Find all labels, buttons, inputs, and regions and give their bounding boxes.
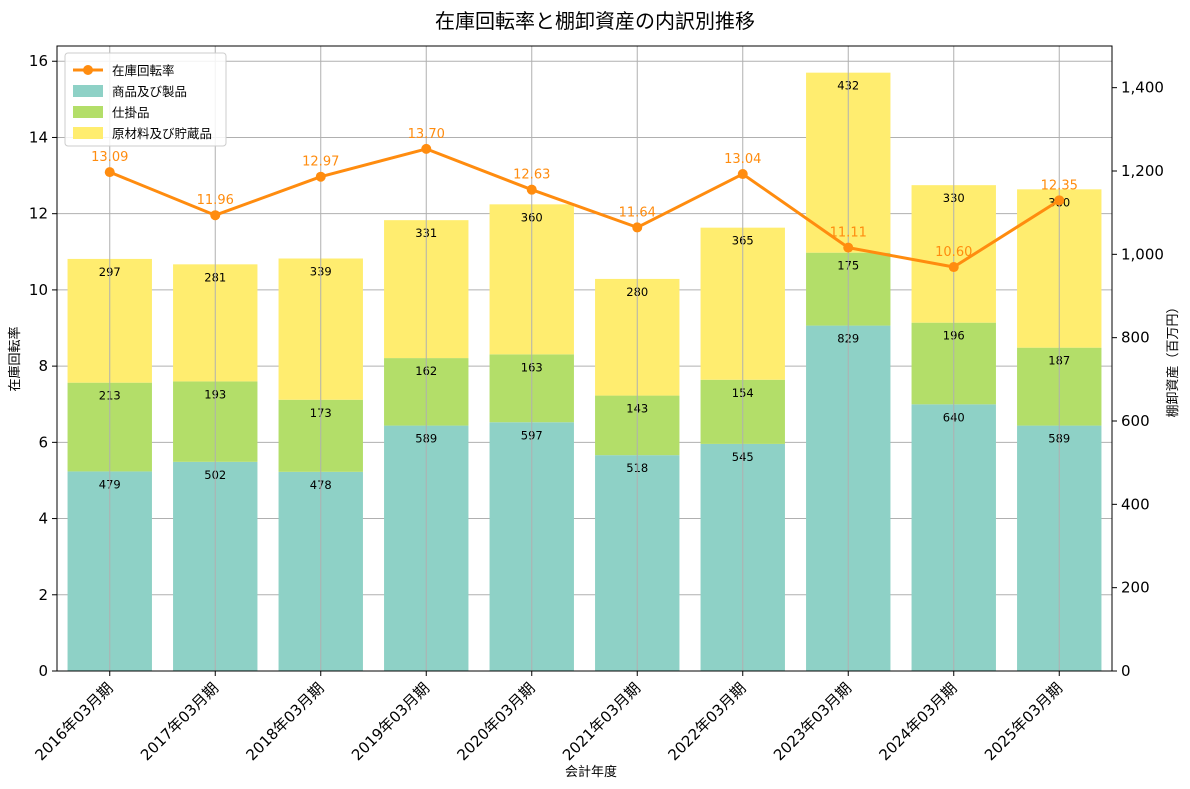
left-tick-label: 6 xyxy=(38,433,48,451)
turnover-line xyxy=(109,147,1061,269)
right-tick-label: 600 xyxy=(1121,412,1150,430)
turnover-point xyxy=(210,210,221,221)
turnover-value-label: 12.63 xyxy=(513,168,550,183)
x-tick-label: 2017年03月期 xyxy=(137,679,222,764)
legend-label: 原材料及び貯蔵品 xyxy=(112,126,212,141)
turnover-point xyxy=(104,167,115,178)
turnover-value-label: 11.11 xyxy=(830,226,867,241)
turnover-value-label: 13.04 xyxy=(724,152,761,167)
x-tick-label: 2019年03月期 xyxy=(348,679,433,764)
right-tick-label: 1,000 xyxy=(1121,245,1164,263)
turnover-value-label: 12.97 xyxy=(302,155,339,170)
turnover-point xyxy=(737,169,748,180)
legend-swatch xyxy=(73,106,103,118)
left-tick-label: 4 xyxy=(38,510,48,528)
left-tick-label: 2 xyxy=(38,586,48,604)
turnover-point xyxy=(1054,195,1065,206)
x-axis-title: 会計年度 xyxy=(565,764,617,780)
legend-box xyxy=(64,52,227,147)
x-tick-label: 2024年03月期 xyxy=(876,679,961,764)
left-tick-label: 10 xyxy=(29,281,48,299)
x-tick-label: 2020年03月期 xyxy=(454,679,539,764)
chart-title: 在庫回転率と棚卸資産の内訳別推移 xyxy=(435,9,755,33)
left-tick-label: 12 xyxy=(29,205,48,223)
legend-swatch xyxy=(73,127,103,139)
left-tick-label: 14 xyxy=(29,128,48,146)
left-y-axis-title: 在庫回転率 xyxy=(7,326,23,391)
right-tick-label: 400 xyxy=(1121,495,1150,513)
turnover-point xyxy=(632,222,643,233)
turnover-value-label: 11.64 xyxy=(619,205,656,220)
x-tick-label: 2022年03月期 xyxy=(665,679,750,764)
turnover-value-label: 11.96 xyxy=(197,193,234,208)
x-tick-label: 2021年03月期 xyxy=(559,679,644,764)
turnover-point xyxy=(315,171,326,182)
right-tick-label: 200 xyxy=(1121,579,1150,597)
legend-label: 在庫回転率 xyxy=(112,63,175,78)
turnover-line-layer: 13.09 11.96 12.97 13.70 12.63 11.64 13.04 11.11… xyxy=(91,46,1078,671)
legend-label: 商品及び製品 xyxy=(112,84,187,99)
plot-frame xyxy=(56,45,1113,672)
right-tick-label: 1,200 xyxy=(1121,162,1164,180)
right-tick-label: 0 xyxy=(1121,662,1131,680)
right-tick-label: 800 xyxy=(1121,329,1150,347)
bar-layer xyxy=(67,72,1102,671)
turnover-point xyxy=(526,184,537,195)
turnover-value-label: 12.35 xyxy=(1041,178,1078,193)
right-tick-label: 1,400 xyxy=(1121,79,1164,97)
x-tick-label: 2018年03月期 xyxy=(243,679,328,764)
legend-label: 仕掛品 xyxy=(112,105,150,120)
turnover-point xyxy=(948,262,959,273)
right-y-axis-title: 棚卸資産（百万円） xyxy=(1165,300,1181,417)
left-tick-label: 16 xyxy=(29,52,48,70)
left-tick-label: 8 xyxy=(38,357,48,375)
turnover-value-label: 13.09 xyxy=(91,150,128,165)
turnover-point xyxy=(421,143,432,154)
legend-marker xyxy=(83,65,93,75)
turnover-point xyxy=(843,242,854,253)
left-tick-label: 0 xyxy=(38,662,48,680)
x-tick-label: 2025年03月期 xyxy=(981,679,1066,764)
turnover-value-label: 13.70 xyxy=(408,127,445,142)
x-tick-label: 2023年03月期 xyxy=(770,679,855,764)
turnover-value-label: 10.60 xyxy=(935,245,972,260)
x-tick-label: 2016年03月期 xyxy=(32,679,117,764)
legend-swatch xyxy=(73,85,103,97)
